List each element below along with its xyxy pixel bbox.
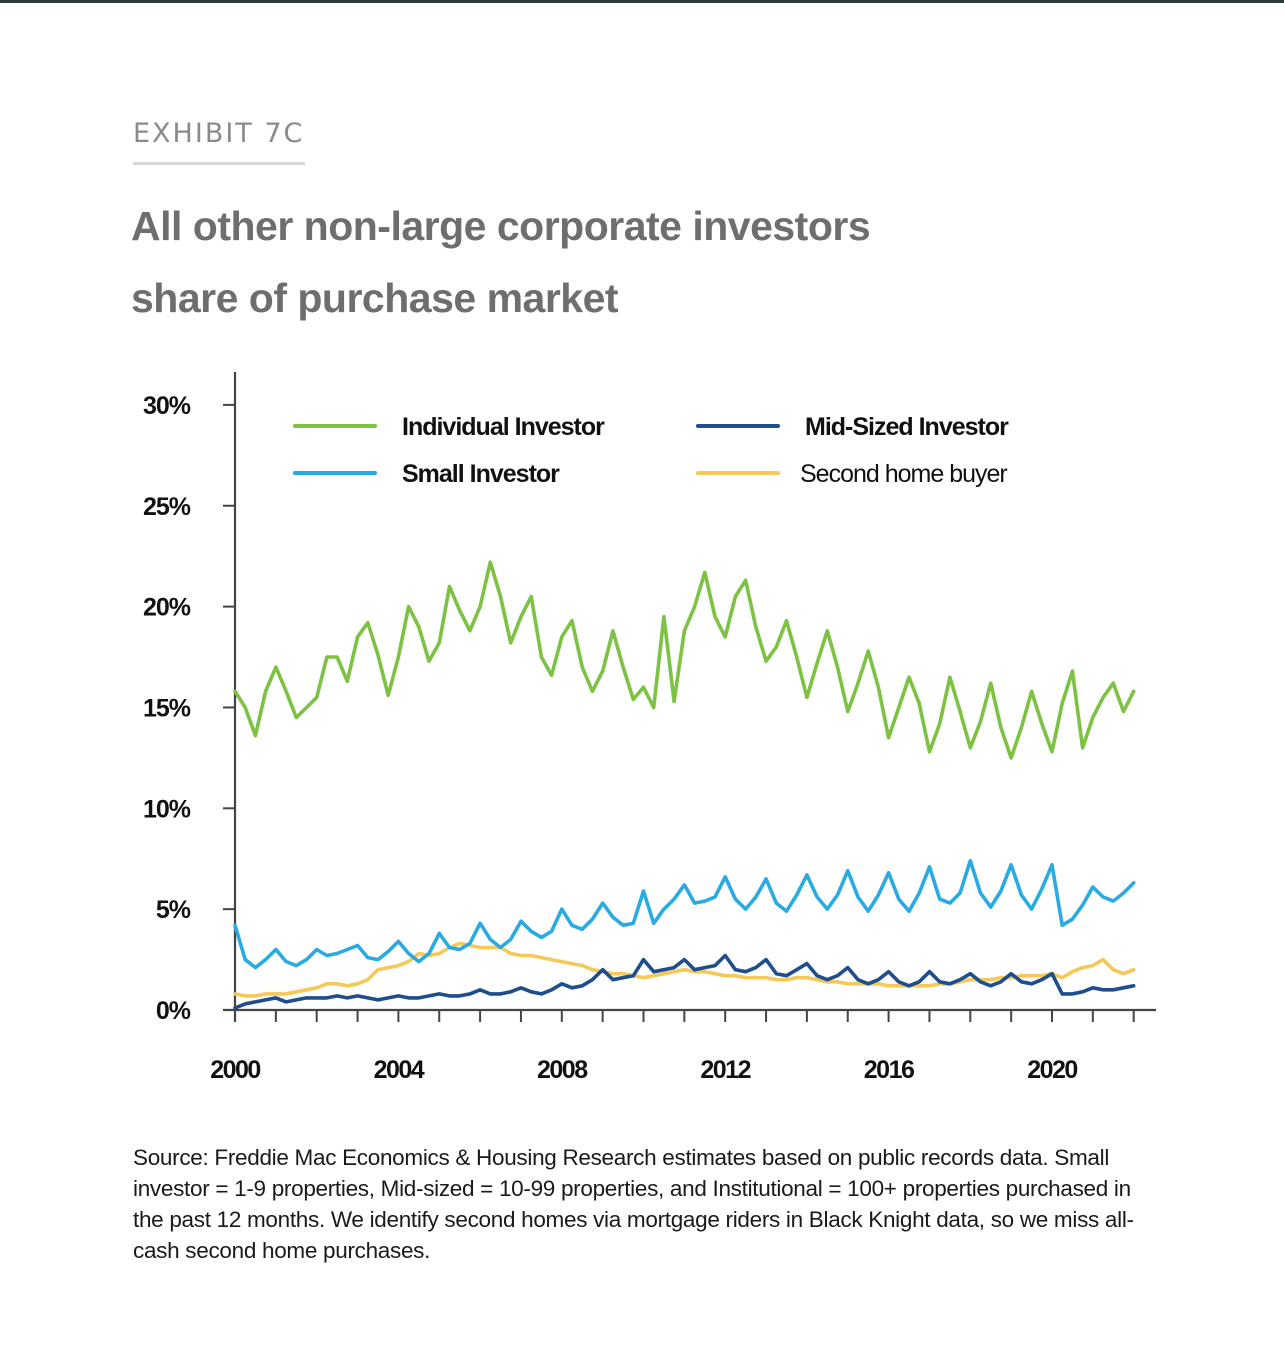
legend-label: Mid-Sized Investor — [805, 413, 1009, 441]
source-note: Source: Freddie Mac Economics & Housing … — [133, 1145, 1134, 1263]
x-tick-label: 2000 — [210, 1056, 260, 1084]
y-tick-label: 25% — [143, 493, 191, 521]
axes: 0% 5% 10% 15% 20% 25% 30% 2000 2004 2008 2012 2016 2… — [143, 372, 1156, 1084]
y-tick-label: 0% — [156, 997, 191, 1025]
legend-item-mid-sized-investor: Mid-Sized Investor — [696, 413, 1010, 441]
y-tick-label: 10% — [143, 795, 191, 823]
x-tick-label: 2020 — [1027, 1056, 1077, 1084]
top-border — [0, 0, 1284, 3]
x-tick-label: 2012 — [700, 1056, 750, 1084]
x-tick-label: 2008 — [537, 1056, 588, 1084]
chart-title: All other non-large corporate investors … — [131, 190, 1131, 334]
series-line-second-home-buyer — [233, 941, 1136, 998]
y-tick-label: 30% — [143, 392, 191, 420]
chart-title-line-1: All other non-large corporate investors — [131, 203, 871, 249]
exhibit-label: EXHIBIT 7C — [133, 118, 305, 149]
legend-item-second-home-buyer: Second home buyer — [696, 460, 1008, 488]
series-line-mid-sized-investor — [233, 953, 1136, 1010]
x-tick-label: 2016 — [864, 1056, 914, 1084]
y-tick-label: 5% — [156, 896, 191, 924]
legend-item-small-investor: Small Investor — [293, 460, 561, 488]
x-tick-label: 2004 — [374, 1056, 425, 1084]
legend-label: Second home buyer — [800, 460, 1007, 488]
y-tick-label: 15% — [143, 694, 191, 722]
chart-title-line-2: share of purchase market — [131, 275, 619, 321]
series-line-individual-investor — [233, 560, 1136, 760]
series-line-small-investor — [233, 858, 1136, 970]
legend: Individual Investor Small Investor Mid-Siz… — [293, 413, 1010, 488]
y-tick-label: 20% — [143, 594, 191, 622]
legend-item-individual-investor: Individual Investor — [293, 413, 606, 441]
legend-label: Individual Investor — [402, 413, 605, 441]
legend-label: Small Investor — [402, 460, 560, 488]
exhibit-underline — [133, 162, 305, 165]
series-layer — [233, 560, 1136, 1010]
